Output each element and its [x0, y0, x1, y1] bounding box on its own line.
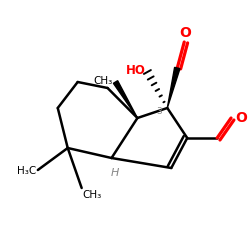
- Polygon shape: [114, 81, 138, 118]
- Text: H₃C: H₃C: [16, 166, 36, 176]
- Text: O: O: [179, 26, 191, 40]
- Text: O: O: [235, 111, 247, 125]
- Text: CH₃: CH₃: [83, 190, 102, 200]
- Text: HO: HO: [126, 64, 146, 78]
- Polygon shape: [167, 67, 180, 108]
- Text: H: H: [110, 168, 119, 178]
- Text: CH₃: CH₃: [93, 76, 112, 86]
- Text: 3: 3: [156, 108, 162, 116]
